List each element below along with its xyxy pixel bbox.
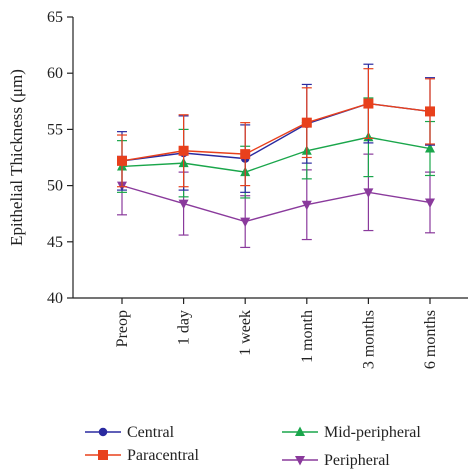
x-ticks: Preop 1 day 1 week 1 month 3 months 6 months xyxy=(114,298,439,369)
x-tick-label: 3 months xyxy=(360,310,377,369)
series-layer xyxy=(117,63,435,249)
x-tick-label: 1 month xyxy=(299,310,316,363)
legend-label: Central xyxy=(127,424,175,441)
data-point xyxy=(363,188,374,198)
series-central xyxy=(117,63,435,193)
series-paracentral xyxy=(117,68,435,188)
legend-item: Paracentral xyxy=(85,447,200,464)
series-line xyxy=(121,136,431,173)
data-point xyxy=(301,200,312,211)
series-line xyxy=(121,102,431,162)
legend-item: Central xyxy=(85,424,175,441)
data-point xyxy=(425,143,435,153)
y-tick-label: 65 xyxy=(47,9,63,26)
y-tick-label: 60 xyxy=(47,65,63,82)
y-tick-label: 55 xyxy=(47,121,63,138)
x-tick-label: 6 months xyxy=(422,310,439,369)
data-point xyxy=(117,155,127,166)
y-tick-label: 50 xyxy=(47,178,63,195)
legend-item: Peripheral xyxy=(282,452,390,469)
data-point xyxy=(178,145,189,156)
legend: Central Paracentral Mid-peripheral Peripher… xyxy=(85,424,421,469)
legend-label: Mid-peripheral xyxy=(324,424,421,441)
data-point xyxy=(301,117,312,128)
series-line xyxy=(121,184,431,223)
series-line xyxy=(121,102,431,162)
x-tick-label: Preop xyxy=(114,310,131,347)
y-axis-title: Epithelial Thickness (μm) xyxy=(7,69,26,246)
legend-item: Mid-peripheral xyxy=(282,424,421,441)
legend-label: Peripheral xyxy=(324,452,390,469)
legend-label: Paracentral xyxy=(127,447,200,464)
y-tick-label: 40 xyxy=(47,290,63,307)
series-peripheral xyxy=(117,153,435,249)
data-point xyxy=(425,106,435,117)
x-tick-label: 1 week xyxy=(237,310,254,356)
data-point xyxy=(178,199,189,210)
data-point xyxy=(240,217,251,228)
y-ticks: 40 45 50 55 60 65 xyxy=(47,9,73,307)
axes xyxy=(72,17,468,299)
data-point xyxy=(425,198,435,208)
y-tick-label: 45 xyxy=(47,234,63,251)
data-point xyxy=(240,149,251,160)
x-tick-label: 1 day xyxy=(176,310,193,345)
series-mid-peripheral xyxy=(117,97,435,199)
data-point xyxy=(363,98,374,109)
